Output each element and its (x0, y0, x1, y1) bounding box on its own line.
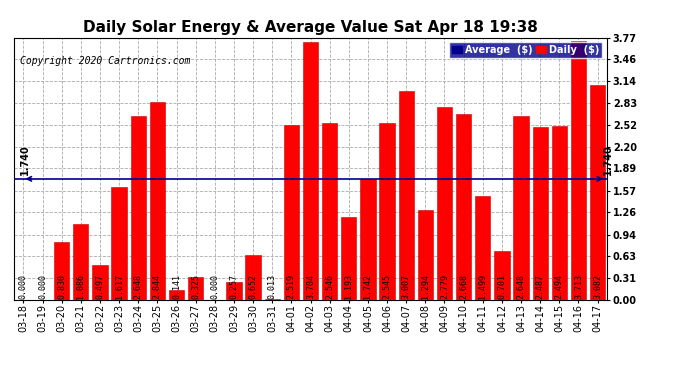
Bar (533, 127, 548, 300)
Bar (111, 188, 127, 300)
Text: 2.487: 2.487 (535, 274, 544, 299)
Text: 1.193: 1.193 (344, 274, 353, 299)
Text: 2.648: 2.648 (517, 274, 526, 299)
Title: Daily Solar Energy & Average Value Sat Apr 18 19:38: Daily Solar Energy & Average Value Sat A… (83, 20, 538, 35)
Text: 0.830: 0.830 (57, 274, 66, 299)
Bar (226, 282, 242, 300)
Text: 0.497: 0.497 (95, 274, 104, 299)
Bar (92, 266, 108, 300)
Text: 2.844: 2.844 (153, 274, 162, 299)
Text: 2.648: 2.648 (134, 274, 143, 299)
Text: 1.617: 1.617 (115, 274, 124, 299)
Bar (399, 91, 414, 300)
Bar (73, 224, 88, 300)
Bar (150, 102, 165, 300)
Bar (130, 116, 146, 300)
Bar (475, 196, 491, 300)
Text: 0.701: 0.701 (497, 274, 506, 299)
Text: 1.294: 1.294 (421, 274, 430, 299)
Text: 0.141: 0.141 (172, 274, 181, 299)
Bar (513, 116, 529, 300)
Text: 2.545: 2.545 (382, 274, 391, 299)
Bar (169, 290, 184, 300)
Bar (552, 126, 567, 300)
Bar (494, 251, 510, 300)
Text: 2.668: 2.668 (459, 274, 468, 299)
Text: 3.713: 3.713 (574, 274, 583, 299)
Text: 2.546: 2.546 (325, 274, 334, 299)
Bar (417, 210, 433, 300)
Text: 0.000: 0.000 (19, 274, 28, 299)
Text: 0.000: 0.000 (38, 274, 47, 299)
Text: 0.000: 0.000 (210, 274, 219, 299)
Text: 1.499: 1.499 (478, 274, 487, 299)
Text: 2.494: 2.494 (555, 274, 564, 299)
Text: 0.013: 0.013 (268, 274, 277, 299)
Bar (437, 106, 452, 300)
Text: 3.082: 3.082 (593, 274, 602, 299)
Text: 1.740: 1.740 (603, 145, 613, 176)
Text: 0.652: 0.652 (248, 274, 257, 299)
Bar (188, 278, 204, 300)
Bar (590, 86, 605, 300)
Text: 1.086: 1.086 (77, 274, 86, 299)
Text: 0.257: 0.257 (230, 274, 239, 299)
Bar (456, 114, 471, 300)
Bar (360, 179, 375, 300)
Bar (264, 299, 280, 300)
Bar (322, 123, 337, 300)
Text: 0.325: 0.325 (191, 274, 200, 299)
Text: 3.007: 3.007 (402, 274, 411, 299)
Text: 2.519: 2.519 (287, 274, 296, 299)
Legend: Average  ($), Daily  ($): Average ($), Daily ($) (449, 42, 602, 58)
Text: 2.779: 2.779 (440, 274, 449, 299)
Bar (54, 242, 69, 300)
Text: 1.740: 1.740 (20, 145, 30, 176)
Bar (246, 255, 261, 300)
Text: 3.704: 3.704 (306, 274, 315, 299)
Text: Copyright 2020 Cartronics.com: Copyright 2020 Cartronics.com (20, 56, 190, 66)
Bar (284, 124, 299, 300)
Bar (341, 217, 357, 300)
Bar (571, 42, 586, 300)
Text: 1.742: 1.742 (364, 274, 373, 299)
Bar (380, 123, 395, 300)
Bar (303, 42, 318, 300)
